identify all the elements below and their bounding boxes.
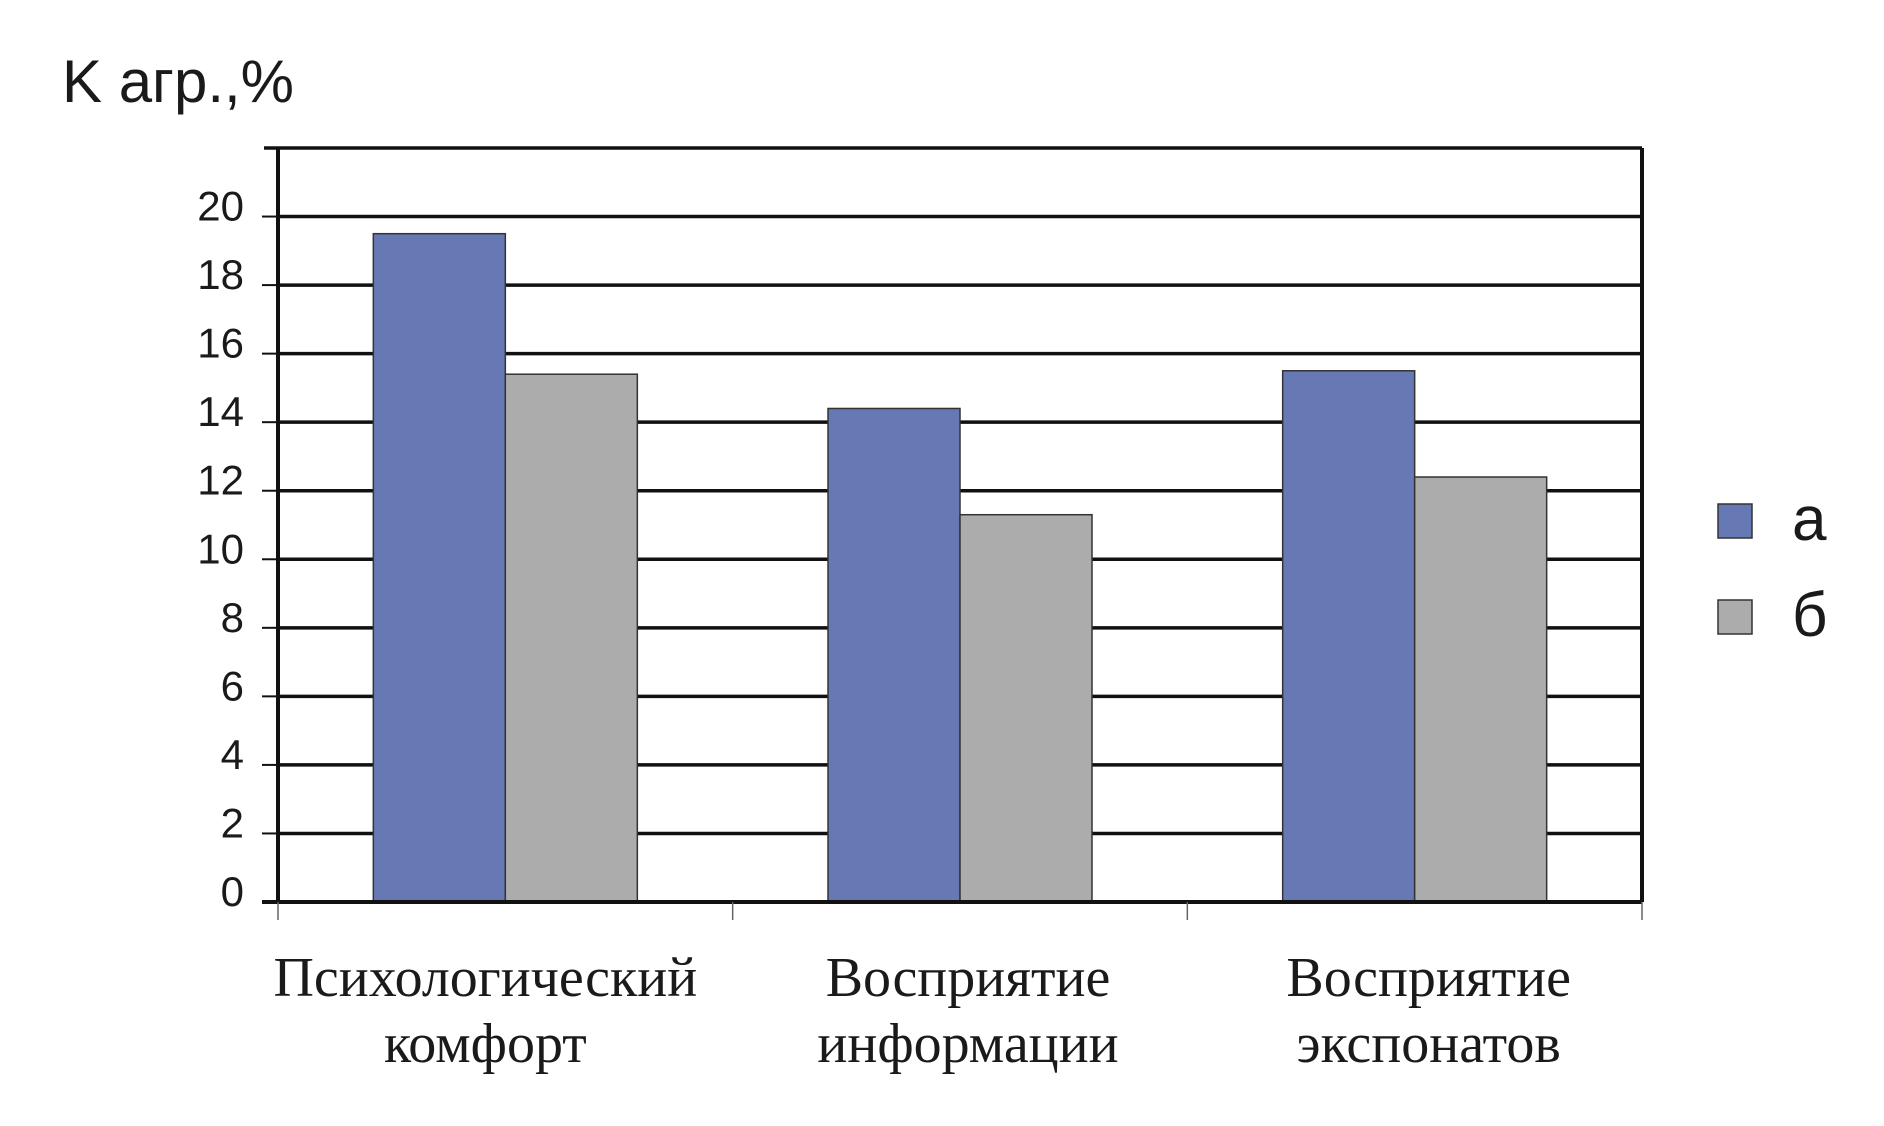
bar-б	[959, 513, 1093, 903]
axes	[262, 146, 1644, 920]
x-tick-label: комфорт	[384, 1013, 587, 1075]
y-tick-label: 2	[221, 799, 244, 846]
y-tick-labels: 0 2 4 6 8 10 12 14 16 18 20	[197, 183, 244, 915]
bar-а	[1281, 370, 1416, 903]
bar-а	[827, 407, 961, 903]
legend-label: б	[1792, 581, 1828, 650]
y-tick-label: 10	[197, 525, 244, 572]
bar-а	[372, 232, 507, 903]
y-tick-label: 18	[197, 251, 244, 298]
y-tick-label: 14	[197, 388, 244, 435]
y-tick-label: 6	[221, 662, 244, 709]
bars	[372, 232, 1548, 903]
bar-б	[504, 373, 639, 903]
legend: аб	[1717, 485, 1828, 650]
y-axis-label: K агр.,%	[62, 48, 294, 115]
x-tick-label: Восприятие	[1286, 947, 1571, 1009]
bar-б	[1413, 476, 1548, 903]
y-tick-label: 20	[197, 183, 244, 230]
y-tick-label: 0	[221, 868, 244, 915]
y-tick-label: 12	[197, 457, 244, 504]
x-tick-labels: ПсихологическийкомфортВосприятиеинформац…	[273, 947, 1570, 1075]
y-tick-label: 4	[221, 731, 244, 778]
x-tick-label: экспонатов	[1297, 1013, 1561, 1075]
y-tick-label: 16	[197, 320, 244, 367]
legend-swatch-а	[1717, 503, 1753, 539]
x-tick-label: Психологический	[273, 947, 697, 1009]
legend-swatch-б	[1717, 599, 1753, 635]
legend-label: а	[1792, 485, 1827, 554]
x-tick-label: Восприятие	[826, 947, 1111, 1009]
y-tick-label: 8	[221, 594, 244, 641]
x-tick-label: информации	[817, 1013, 1118, 1075]
